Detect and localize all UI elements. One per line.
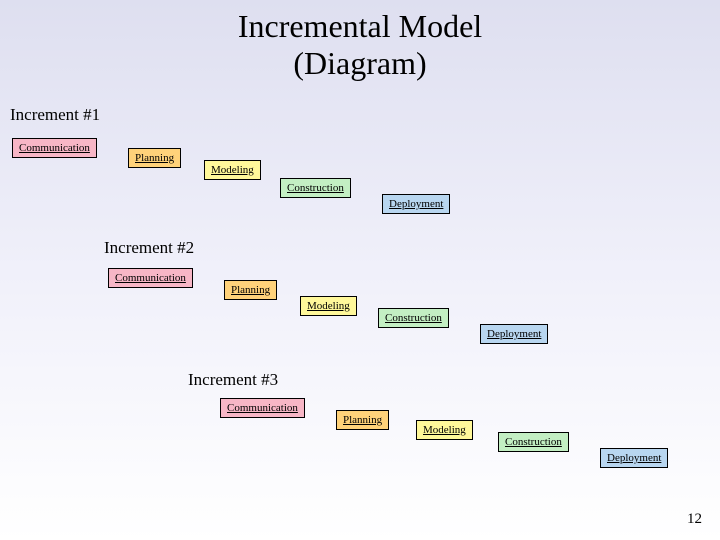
title-line1: Incremental Model — [238, 8, 482, 44]
slide-title: Incremental Model (Diagram) — [0, 0, 720, 82]
stage-box-planning: Planning — [128, 148, 181, 168]
stage-box-modeling: Modeling — [416, 420, 473, 440]
stage-box-construction: Construction — [378, 308, 449, 328]
stage-box-modeling: Modeling — [300, 296, 357, 316]
stage-box-deployment: Deployment — [480, 324, 548, 344]
stage-box-communication: Communication — [220, 398, 305, 418]
stage-box-deployment: Deployment — [600, 448, 668, 468]
stage-box-construction: Construction — [280, 178, 351, 198]
increment-label-3: Increment #3 — [188, 370, 278, 390]
stage-box-communication: Communication — [12, 138, 97, 158]
stage-box-construction: Construction — [498, 432, 569, 452]
increment-label-2: Increment #2 — [104, 238, 194, 258]
page-number: 12 — [687, 511, 702, 528]
stage-box-modeling: Modeling — [204, 160, 261, 180]
stage-box-communication: Communication — [108, 268, 193, 288]
stage-box-deployment: Deployment — [382, 194, 450, 214]
stage-box-planning: Planning — [224, 280, 277, 300]
stage-box-planning: Planning — [336, 410, 389, 430]
increment-label-1: Increment #1 — [10, 105, 100, 125]
title-line2: (Diagram) — [293, 45, 426, 81]
